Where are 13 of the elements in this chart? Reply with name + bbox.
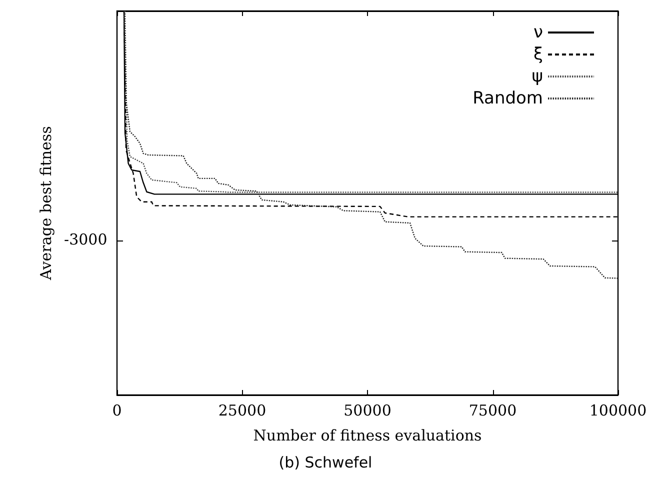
legend-label: Random xyxy=(472,88,543,108)
x-tick-label: 100000 xyxy=(589,402,647,420)
x-tick-label: 25000 xyxy=(218,402,266,420)
x-tick-label: 75000 xyxy=(468,402,517,420)
legend-label: ξ xyxy=(534,44,543,64)
x-tick-label: 50000 xyxy=(344,402,392,420)
text: -3000 xyxy=(64,230,108,248)
y-axis-title: Average best fitness xyxy=(37,126,55,281)
text: (b) Schwefel xyxy=(278,454,372,472)
x-axis-title: Number of fitness evaluations xyxy=(253,426,482,444)
legend-label: ψ xyxy=(532,66,543,86)
legend-label: ν xyxy=(534,22,543,42)
x-tick-label: 0 xyxy=(112,402,122,420)
